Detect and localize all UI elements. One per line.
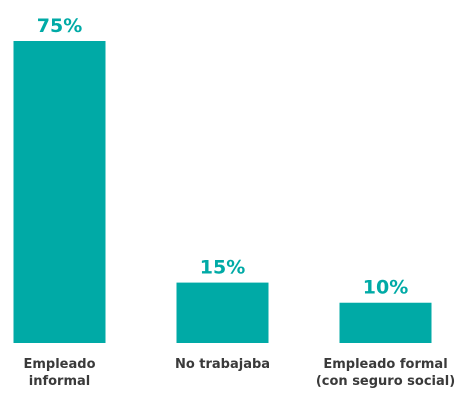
value-label: 75% xyxy=(37,15,82,37)
category-label: No trabajaba xyxy=(174,357,271,372)
value-label: 10% xyxy=(363,277,408,299)
bar xyxy=(176,282,269,343)
category-label: Empleado formal (con seguro social) xyxy=(315,357,456,389)
bar xyxy=(13,41,106,343)
bar xyxy=(339,302,432,343)
value-label: 15% xyxy=(200,257,245,279)
category-label: Empleado informal xyxy=(23,357,96,389)
